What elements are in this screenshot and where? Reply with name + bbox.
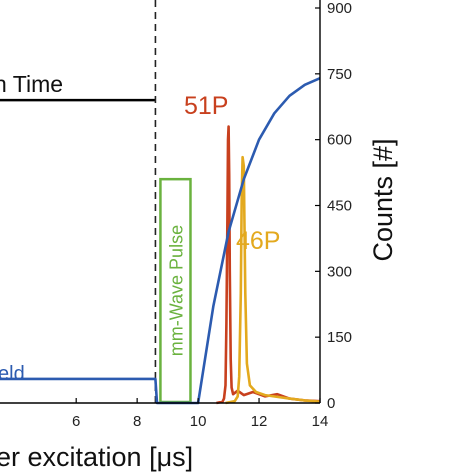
time-label: n Time: [0, 71, 63, 97]
y-tick-label-4: 600: [327, 132, 352, 149]
series-label-2: eld: [0, 363, 25, 385]
y-tick-label-1: 150: [327, 329, 352, 346]
series-layer: 51P 46P eld: [0, 77, 321, 405]
series-line-0: [216, 125, 321, 405]
x-axis-label: er excitation [μs]: [0, 442, 193, 472]
x-tick-label-0: 6: [72, 413, 80, 430]
series-label-0: 51P: [184, 92, 228, 120]
y-tick-label-0: 0: [327, 395, 335, 412]
y-tick-label-6: 900: [327, 0, 352, 17]
y-tick-label-5: 750: [327, 66, 352, 83]
annotations: n Time mm-Wave Pulse: [0, 0, 192, 404]
x-tick-label-3: 12: [251, 413, 268, 430]
series-line-2: [0, 77, 321, 405]
pulse-label: mm-Wave Pulse: [166, 225, 186, 356]
y-tick-label-3: 450: [327, 198, 352, 215]
series-line-1: [225, 155, 321, 405]
x-tick-label-2: 10: [190, 413, 207, 430]
series-label-1: 46P: [236, 227, 280, 255]
y-axis-label: Counts [#]: [368, 138, 398, 261]
x-tick-label-4: 14: [312, 413, 329, 430]
y-tick-label-2: 300: [327, 263, 352, 280]
x-tick-label-1: 8: [133, 413, 141, 430]
axes: 6 8 10 12 140 150 300 450 600 750 900 er excitation…: [0, 0, 398, 472]
